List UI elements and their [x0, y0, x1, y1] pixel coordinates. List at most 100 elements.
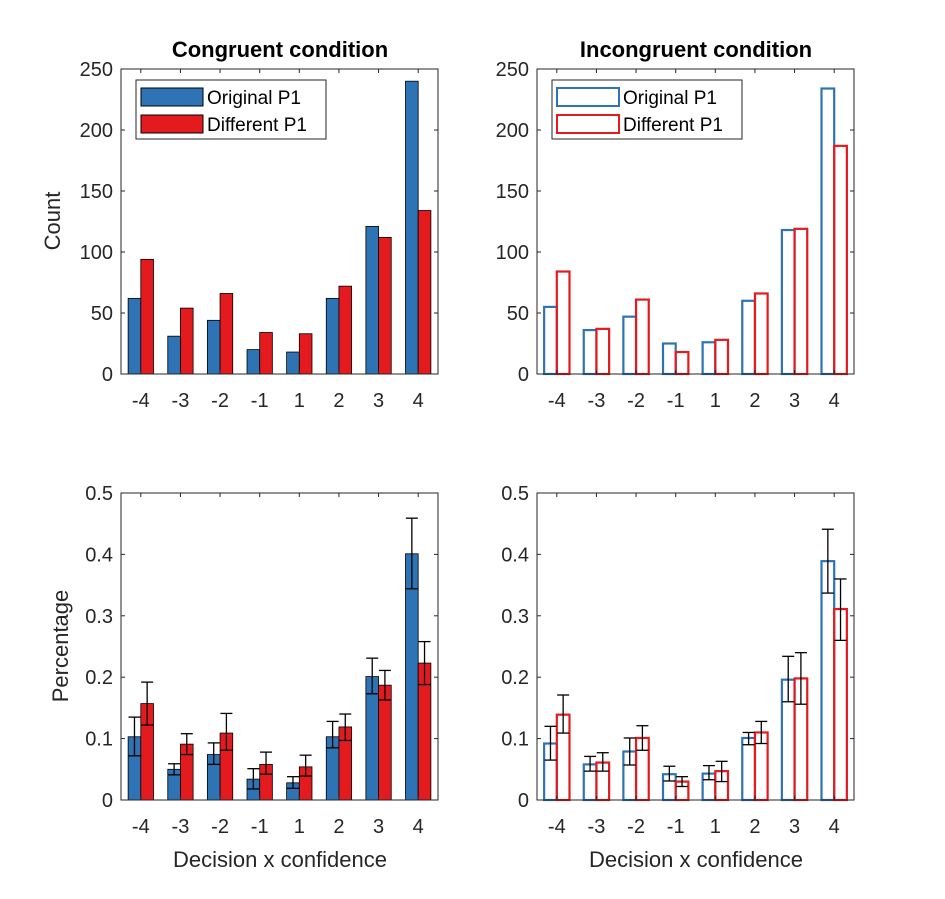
errorbar-original-1 [286, 776, 299, 789]
axes-box [120, 68, 439, 375]
y-tick-label: 50 [91, 303, 113, 325]
x-tick-label: -2 [627, 816, 645, 838]
panel-congruent-percentage: Percentage Decision x confidence 0 0.1 0.2… [48, 483, 439, 872]
legend-label-different: Different P1 [207, 115, 307, 136]
bar-original--1 [246, 349, 261, 375]
y-tick-label: 150 [80, 181, 113, 203]
plot-area: 0 0.1 0.2 0.3 0.4 0.5 -4 -3 -2 -1 1 2 3 4 [85, 483, 439, 838]
bar-original-4 [405, 553, 419, 801]
errorbar-different--4 [557, 694, 570, 734]
y-tick-label: 0 [518, 790, 529, 812]
bar-original-3 [365, 676, 379, 801]
y-tick-label: 250 [496, 59, 529, 81]
x-tick-label: 2 [749, 816, 760, 838]
x-tick-label: -1 [667, 816, 685, 838]
legend: Original P1 Different P1 [135, 79, 327, 140]
y-tick-label: 0.3 [85, 606, 113, 628]
legend-swatch-different [556, 114, 620, 134]
legend-label-different: Different P1 [623, 115, 723, 136]
errorbar-different--2 [636, 725, 649, 751]
panel-incongruent-count: Incongruent condition 050100150200250-4-… [496, 37, 855, 412]
y-tick-label: 0.1 [501, 729, 529, 751]
x-tick-label: -2 [211, 390, 229, 412]
y-tick-label: 0 [102, 790, 113, 812]
bar-different-3 [378, 236, 392, 375]
y-tick-label: 0.3 [501, 606, 529, 628]
x-tick-label: -1 [667, 390, 685, 412]
y-tick-label: 200 [80, 120, 113, 142]
errorbar-different-3 [794, 651, 807, 705]
bar-original-1 [286, 351, 300, 375]
errorbar-original-3 [782, 655, 795, 703]
errorbar-original--4 [128, 716, 141, 757]
y-tick-label: 0.4 [85, 544, 113, 566]
x-tick-label: 4 [829, 816, 840, 838]
y-axis-label: Percentage [48, 590, 73, 703]
x-tick-label: -3 [588, 816, 606, 838]
errorbar-different-2 [339, 713, 352, 742]
x-axis-label: Decision x confidence [589, 847, 803, 872]
x-tick-label: 4 [829, 390, 840, 412]
errorbar-different-1 [299, 754, 312, 777]
x-tick-label: 1 [710, 816, 721, 838]
x-tick-label: 3 [789, 390, 800, 412]
x-tick-label: 1 [710, 390, 721, 412]
legend-label-original: Original P1 [207, 88, 301, 109]
errorbar-original--1 [247, 768, 260, 790]
y-tick-label: 50 [507, 303, 529, 325]
bar-different-1 [298, 333, 313, 375]
x-tick-label: -3 [172, 390, 190, 412]
x-tick-label: 4 [413, 816, 424, 838]
legend-swatch-original [556, 87, 620, 107]
y-tick-label: 0.5 [85, 483, 113, 505]
legend-label-original: Original P1 [623, 88, 717, 109]
errorbar-different--1 [260, 751, 273, 775]
axes-box [536, 68, 855, 375]
y-tick-label: 250 [80, 59, 113, 81]
x-tick-label: 3 [789, 816, 800, 838]
x-tick-label: 4 [413, 390, 424, 412]
legend: Original P1 Different P1 [551, 79, 743, 140]
bar-different-4 [417, 210, 432, 375]
x-tick-label: 2 [333, 390, 344, 412]
bar-different-2 [338, 285, 353, 375]
x-tick-label: 2 [749, 390, 760, 412]
bar-original--2 [206, 319, 221, 375]
bar-different--1 [259, 332, 273, 375]
bar-different--3 [180, 307, 194, 375]
errorbar-original--3 [168, 763, 181, 776]
x-tick-label: -3 [172, 816, 190, 838]
panel-title: Congruent condition [172, 37, 388, 62]
y-tick-label: 0.5 [501, 483, 529, 505]
x-tick-label: 1 [294, 390, 305, 412]
x-tick-label: 3 [373, 816, 384, 838]
errorbar-different--3 [180, 733, 193, 756]
y-tick-label: 200 [496, 120, 529, 142]
y-tick-label: 150 [496, 181, 529, 203]
errorbar-original--1 [663, 765, 676, 782]
x-tick-label: -4 [132, 816, 150, 838]
legend-swatch-original [140, 87, 204, 107]
x-tick-label: -4 [548, 390, 566, 412]
y-tick-label: 0 [518, 364, 529, 386]
errorbar-different--4 [141, 681, 154, 726]
x-tick-label: 1 [294, 816, 305, 838]
bar-original-3 [365, 225, 379, 375]
x-tick-label: -3 [588, 390, 606, 412]
x-tick-label: -4 [132, 390, 150, 412]
bar-original--3 [167, 335, 181, 375]
y-tick-label: 100 [80, 242, 113, 264]
errorbar-original--3 [584, 755, 597, 772]
errorbar-original--2 [623, 737, 636, 766]
errorbar-different-3 [378, 669, 391, 701]
legend-swatch-different [140, 114, 204, 134]
legend-box [551, 79, 743, 140]
x-tick-label: -1 [251, 816, 269, 838]
axes-box [536, 492, 855, 801]
plot-area: 0 50 100 150 200 250 -4 -3 -2 -1 1 2 3 4 [496, 59, 855, 412]
errorbar-different--2 [220, 712, 233, 751]
errorbar-original--4 [544, 725, 557, 761]
plot-area: 0 0.1 0.2 0.3 0.4 0.5 -4 -3 -2 -1 1 2 3 4 [501, 483, 855, 838]
